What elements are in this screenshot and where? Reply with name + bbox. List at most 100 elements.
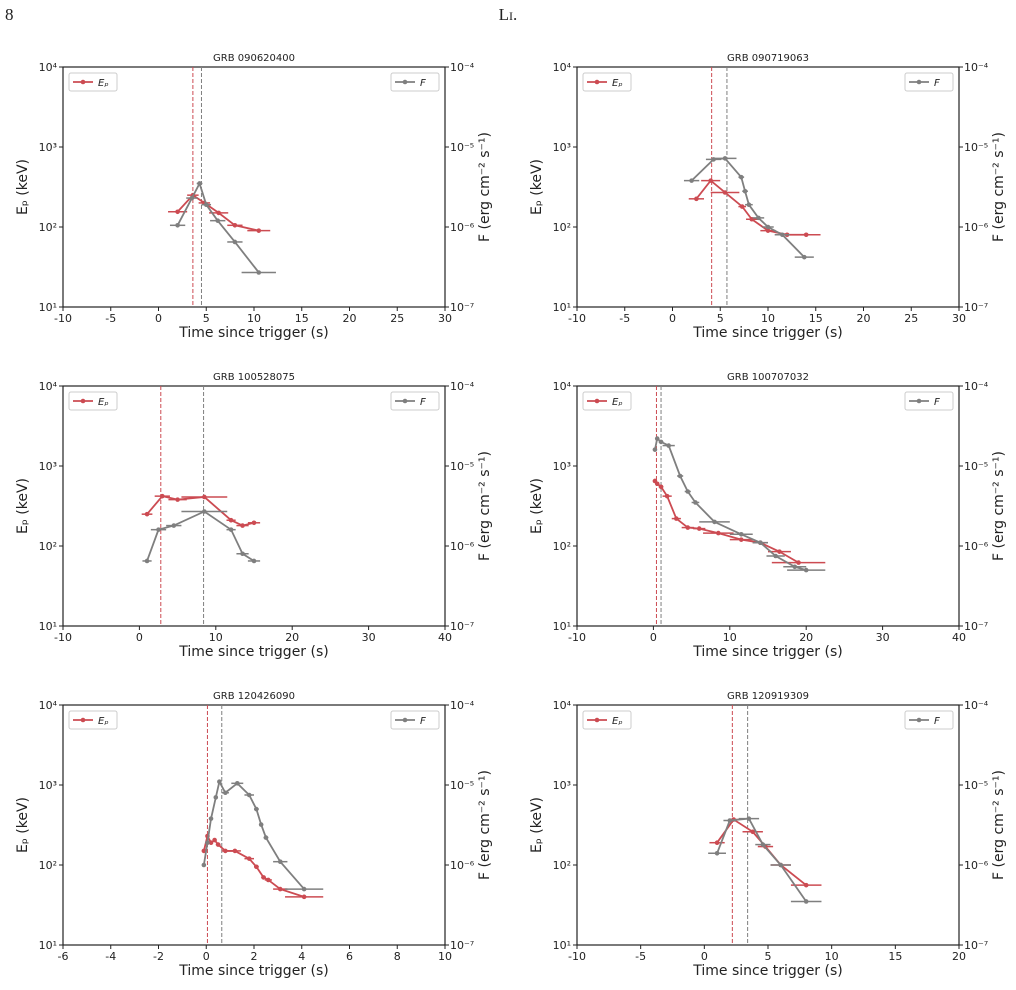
legend-marker <box>402 79 408 85</box>
y2-tick-label: 10⁻⁵ <box>450 141 474 154</box>
y-tick-label: 10² <box>39 221 57 234</box>
data-point <box>205 840 210 845</box>
x-tick-label: -10 <box>568 312 586 325</box>
legend-label: F <box>420 397 426 408</box>
x-tick-label: 20 <box>285 631 299 644</box>
y-tick-label: 10¹ <box>39 620 57 633</box>
y2-tick-label: 10⁻⁷ <box>964 301 988 314</box>
x-tick-label: 8 <box>394 950 401 963</box>
data-point <box>301 886 307 892</box>
legend-marker <box>402 398 408 404</box>
y-tick-label: 10³ <box>39 141 57 154</box>
y2-tick-label: 10⁻⁵ <box>450 460 474 473</box>
data-point <box>223 790 228 796</box>
legend-label: F <box>934 716 940 727</box>
plot-frame <box>576 704 960 946</box>
data-point <box>712 519 717 525</box>
data-point <box>652 447 658 452</box>
data-point <box>256 228 262 233</box>
x-tick-label: 40 <box>952 631 966 644</box>
legend-label: F <box>420 716 426 727</box>
legend-label: Eₚ <box>98 716 109 727</box>
x-tick-label: -10 <box>568 950 586 963</box>
x-tick-label: 0 <box>136 631 143 644</box>
x-tick-label: 30 <box>438 312 452 325</box>
chart-title: GRB 090620400 <box>213 53 295 64</box>
x-tick-label: 10 <box>209 631 223 644</box>
y2-axis-label: F (erg cm⁻² s⁻¹) <box>477 770 493 880</box>
chart-title: GRB 090719063 <box>727 53 809 64</box>
x-tick-label: 30 <box>362 631 376 644</box>
legend-marker <box>594 79 600 85</box>
data-point <box>156 527 161 532</box>
page-number: 8 <box>5 5 14 24</box>
data-point <box>217 779 222 784</box>
x-tick-label: 0 <box>203 950 210 963</box>
x-axis-label: Time since trigger (s) <box>692 963 842 979</box>
data-point <box>277 859 283 864</box>
data-point <box>215 842 221 847</box>
data-point <box>780 232 785 238</box>
data-point <box>696 526 702 531</box>
data-point <box>223 848 228 854</box>
subplot: GRB 090620400 Time since trigger (s) Eₚ (k… <box>15 53 493 341</box>
x-tick-label: 30 <box>952 312 966 325</box>
y2-tick-label: 10⁻⁴ <box>964 380 989 393</box>
data-point <box>246 856 252 861</box>
x-tick-label: 15 <box>295 312 309 325</box>
x-tick-label: -5 <box>635 950 646 963</box>
data-point <box>208 840 214 845</box>
data-point <box>232 239 238 245</box>
data-point <box>760 842 766 847</box>
data-point <box>714 840 720 845</box>
data-point <box>213 795 219 800</box>
data-point <box>693 500 698 505</box>
y2-tick-label: 10⁻⁵ <box>964 141 988 154</box>
data-point <box>208 816 214 821</box>
data-point <box>266 877 271 883</box>
y2-tick-label: 10⁻⁵ <box>964 460 988 473</box>
data-point <box>228 517 234 523</box>
series-line <box>654 436 807 571</box>
data-point <box>203 202 209 207</box>
x-tick-label: 6 <box>346 950 353 963</box>
data-point <box>654 436 660 441</box>
data-point <box>746 816 752 821</box>
data-point <box>197 181 202 186</box>
y-tick-label: 10³ <box>553 141 571 154</box>
x-tick-label: 10 <box>825 950 839 963</box>
legend-marker <box>594 398 600 404</box>
y-axis-label: Eₚ (keV) <box>15 478 31 534</box>
data-point <box>803 882 809 888</box>
data-point <box>694 196 699 202</box>
y-axis-label: Eₚ (keV) <box>529 797 545 853</box>
data-point <box>778 862 784 868</box>
y2-axis-label: F (erg cm⁻² s⁻¹) <box>477 451 493 561</box>
legend-label: F <box>420 78 426 89</box>
data-point <box>171 523 177 528</box>
data-point <box>765 224 771 230</box>
running-head: Li. <box>499 5 518 24</box>
plot-frame <box>62 385 446 627</box>
legend-marker <box>594 717 600 723</box>
y2-axis-label: F (erg cm⁻² s⁻¹) <box>991 770 1007 880</box>
y-tick-label: 10³ <box>39 779 57 792</box>
y-tick-label: 10² <box>39 859 57 872</box>
data-point <box>738 537 744 542</box>
y2-tick-label: 10⁻⁶ <box>450 540 475 553</box>
data-point <box>750 829 756 835</box>
data-point <box>246 792 252 798</box>
data-point <box>189 195 195 201</box>
y-tick-label: 10² <box>553 540 571 553</box>
y2-tick-label: 10⁻⁷ <box>450 301 474 314</box>
legend-marker <box>916 398 922 404</box>
data-point <box>658 484 664 490</box>
subplot: GRB 120426090 Time since trigger (s) Eₚ (k… <box>15 691 493 979</box>
y-tick-label: 10⁴ <box>553 380 572 393</box>
y2-tick-label: 10⁻⁵ <box>450 779 474 792</box>
data-point <box>216 210 221 216</box>
data-point <box>685 489 691 494</box>
data-point <box>739 204 745 209</box>
y-axis-label: Eₚ (keV) <box>15 159 31 215</box>
